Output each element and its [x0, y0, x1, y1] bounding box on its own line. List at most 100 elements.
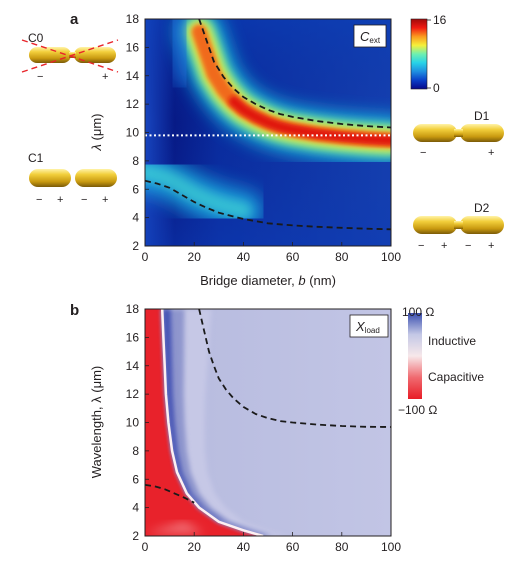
panel-b-xtick-label: 20	[188, 540, 202, 554]
rod-d1-bridge	[454, 129, 463, 137]
panel-a-xtick-label: 100	[381, 250, 401, 264]
panel-a-band-red	[228, 96, 391, 146]
rod-c1-sign: −	[81, 194, 87, 206]
rod-c0-sign-plus: +	[102, 71, 108, 83]
panel-a-ylabel-var: λ	[89, 144, 104, 151]
panel-a-xlabel-var: b	[298, 273, 305, 288]
panel-a-lower-glow-core	[145, 164, 252, 219]
panel-a-lines	[145, 19, 391, 231]
panel-b-xtick-label: 100	[381, 540, 401, 554]
rod-c0: C0 − +	[21, 31, 119, 83]
rod-c0-cross-line	[21, 39, 119, 73]
panel-b-mode-curve-1	[198, 309, 391, 428]
panel-b-inductive-layer-mid	[162, 309, 274, 536]
rod-c1-label: C1	[28, 151, 44, 165]
rod-d2-right	[460, 216, 504, 234]
panel-a-xtick-label: 60	[286, 250, 300, 264]
panel-a-label: a	[70, 11, 79, 28]
panel-a-ytick-label: 6	[132, 182, 139, 196]
panel-b-ticks: 0 20 40 60 80 100 2 4 6 8 10 12 14 16 18	[126, 302, 402, 554]
panel-b-capacitive-region	[145, 309, 264, 536]
panel-b-ytick-label: 14	[126, 359, 140, 373]
panel-a-title: Cext	[360, 29, 381, 45]
panel-a-title-sub: ext	[369, 36, 380, 45]
rod-c1-right	[75, 169, 117, 187]
panel-b-ytick-label: 10	[126, 416, 140, 430]
panel-a-ytick-label: 16	[126, 40, 140, 54]
panel-a-ytick-label: 14	[126, 69, 140, 83]
panel-a-ytick-label: 2	[132, 239, 139, 253]
panel-b-ytick-label: 8	[132, 444, 139, 458]
panel-b-ytick-label: 16	[126, 330, 140, 344]
panel-a-ticks: 0 20 40 60 80 100 2 4 6 8 10 12 14 16 18	[126, 12, 402, 264]
panel-a-ylabel-unit: (μm)	[89, 114, 104, 145]
panel-b-label: b	[70, 302, 79, 319]
panel-a-ytick-label: 10	[126, 126, 140, 140]
panel-b-ytick-label: 2	[132, 529, 139, 543]
panel-a-ytick-label: 12	[126, 97, 140, 111]
panel-a-ytick-label: 4	[132, 211, 139, 225]
rod-d2: D2 − + − +	[413, 201, 504, 252]
panel-b-ytick-label: 12	[126, 387, 140, 401]
panel-a-xlabel: Bridge diameter, b (nm)	[200, 273, 336, 288]
rod-d1-label: D1	[474, 109, 490, 123]
rod-c0-label: C0	[28, 31, 44, 45]
panel-b-title-sub: load	[365, 326, 380, 335]
rod-d1-right	[460, 124, 504, 142]
rod-d2-sign: +	[488, 240, 494, 252]
panel-a-title-main: C	[360, 29, 370, 44]
panel-a-ytick-label: 8	[132, 154, 139, 168]
panel-b-xtick-label: 0	[142, 540, 149, 554]
panel-a-ylabel: λ (μm)	[89, 114, 104, 152]
colorbar-b-top-label: 100 Ω	[402, 305, 434, 319]
rod-d2-label: D2	[474, 201, 490, 215]
rod-c1-sign: +	[57, 194, 63, 206]
panel-b-ytick-label: 18	[126, 302, 140, 316]
panel-b-ytick-label: 6	[132, 472, 139, 486]
panel-b-title-box	[349, 314, 389, 338]
rod-d2-bridge	[454, 221, 463, 229]
panel-b-ylabel: Wavelength, λ (μm)	[89, 366, 104, 478]
rod-d2-sign: −	[465, 240, 471, 252]
panel-a-mode-curve-1	[198, 19, 391, 129]
panel-a-ytick-label: 18	[126, 12, 140, 26]
panel-b-xtick-label: 60	[286, 540, 300, 554]
rod-c0-right	[74, 47, 116, 63]
rod-c0-left	[29, 47, 71, 63]
panel-a-xlabel-main: Bridge diameter,	[200, 273, 298, 288]
panel-b-ytick-label: 4	[132, 501, 139, 515]
panel-a-left-glow	[161, 19, 198, 89]
panel-b-zero-line	[160, 309, 264, 536]
rod-c1-sign: −	[36, 194, 42, 206]
colorbar-b-upper-name: Inductive	[428, 334, 476, 348]
panel-b-xtick-label: 80	[335, 540, 349, 554]
rod-c1-sign: +	[102, 194, 108, 206]
rod-d1-left	[413, 124, 457, 142]
panel-b-regions	[145, 309, 286, 536]
rod-d2-sign: −	[418, 240, 424, 252]
panel-a-xtick-label: 20	[188, 250, 202, 264]
panel-b-mode-curve-2	[145, 484, 195, 504]
colorbar-a-max-label: 16	[433, 13, 447, 27]
colorbar-b-bottom-label: −100 Ω	[398, 403, 437, 417]
rod-d2-left	[413, 216, 457, 234]
colorbar-a	[410, 18, 428, 90]
colorbar-b-lower-name: Capacitive	[428, 370, 484, 384]
rod-d2-sign: +	[441, 240, 447, 252]
rod-c1-left	[29, 169, 71, 187]
panel-a-mode-curve-2	[145, 179, 391, 231]
panel-b-capacitive-fade	[145, 521, 204, 534]
panel-a-resonance-glow	[145, 19, 391, 231]
rod-d1-sign-minus: −	[420, 147, 426, 159]
panel-b-xtick-label: 40	[237, 540, 251, 554]
colorbar-b	[408, 313, 422, 399]
panel-b-lines	[145, 309, 391, 504]
rod-c0-sign-minus: −	[37, 71, 43, 83]
panel-a-xtick-label: 0	[142, 250, 149, 264]
rod-d1-sign-plus: +	[488, 147, 494, 159]
panel-b-title-main: X	[355, 319, 366, 334]
panel-b-title: Xload	[355, 319, 380, 335]
panel-a-title-box	[353, 24, 387, 48]
panel-a-heatmap	[145, 19, 391, 246]
